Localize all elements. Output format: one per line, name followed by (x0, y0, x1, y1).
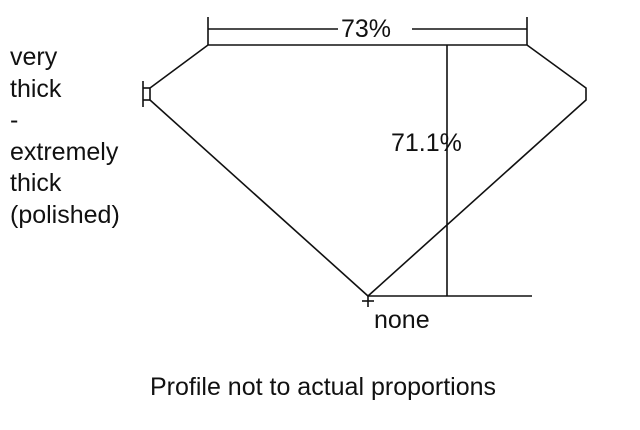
girdle-thickness-label: very thick - extremely thick (polished) (10, 42, 120, 231)
girdle-marker (142, 81, 150, 107)
girdle-label-line: very (10, 43, 58, 71)
table-percent-label: 73% (341, 15, 392, 43)
girdle-label-line: (polished) (10, 200, 120, 229)
girdle-label-line: thick (10, 169, 62, 197)
girdle-label-line: - (10, 106, 19, 134)
girdle-label-line: extremely (10, 137, 119, 166)
girdle-label-line: thick (10, 74, 62, 103)
gem-outline (149, 44, 587, 298)
caption: Profile not to actual proportions (150, 373, 497, 401)
culet-marker (362, 296, 374, 307)
depth-percent-label: 71.1% (391, 129, 462, 157)
culet-label: none (374, 306, 430, 334)
